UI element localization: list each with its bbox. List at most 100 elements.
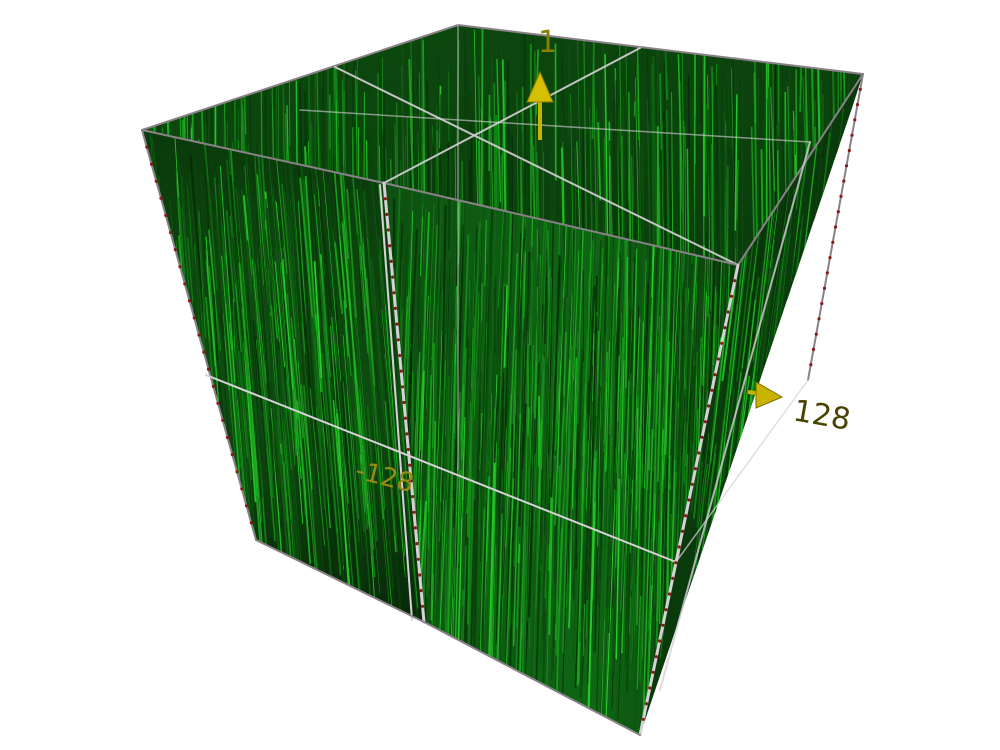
volume-strand <box>362 213 387 496</box>
volume-strand <box>758 71 762 147</box>
volume-strand <box>394 35 396 137</box>
volume-strand <box>721 492 727 557</box>
volume-strand <box>781 291 804 478</box>
volume-strand <box>703 43 706 217</box>
volume-strand <box>142 306 153 419</box>
volume-strand <box>386 67 389 152</box>
volume-strand <box>537 419 543 503</box>
tick-mark <box>178 265 182 269</box>
volume-strand <box>505 252 519 548</box>
tick-mark <box>419 589 423 593</box>
volume-strand <box>351 67 354 171</box>
volume-strand <box>548 197 555 455</box>
volume-strand <box>187 352 198 441</box>
volume-strand <box>408 59 415 194</box>
volume-strand <box>328 419 347 607</box>
volume-strand <box>366 405 378 541</box>
volume-strand <box>615 80 619 265</box>
volume-strand <box>555 465 561 656</box>
volume-strand <box>698 269 702 388</box>
volume-strand <box>154 383 176 622</box>
volume-strand <box>691 253 698 330</box>
volume-strand <box>532 319 539 505</box>
volume-strand <box>367 353 378 448</box>
volume-strand <box>146 258 166 529</box>
volume-strand <box>405 290 411 438</box>
volume-strand <box>200 171 218 357</box>
volume-strand <box>194 380 221 622</box>
tick-mark <box>697 451 701 455</box>
volume-strand <box>631 155 636 265</box>
volume-strand <box>213 149 227 304</box>
volume-strand <box>266 136 290 391</box>
tick-mark <box>710 388 714 392</box>
tick-mark <box>811 347 816 351</box>
volume-strand <box>495 288 502 545</box>
volume-strand <box>339 151 363 405</box>
tick-mark <box>240 487 244 491</box>
tick-mark <box>385 212 389 216</box>
tick-mark <box>833 225 838 229</box>
volume-strand <box>143 215 154 364</box>
volume-strand <box>252 378 260 449</box>
volume-strand <box>722 112 728 180</box>
volume-strand <box>746 400 787 710</box>
volume-strand <box>266 208 280 350</box>
volume-strand <box>525 143 529 265</box>
tick-mark <box>836 210 840 214</box>
volume-strand <box>163 349 177 515</box>
volume-strand <box>642 297 653 476</box>
z-axis-arrow[interactable] <box>526 70 554 140</box>
volume-strand <box>586 285 596 443</box>
tick-mark <box>707 404 711 408</box>
volume-strand <box>366 278 376 386</box>
volume-strand <box>417 253 420 385</box>
tick-mark <box>644 702 649 706</box>
volume-strand <box>573 332 578 481</box>
volume-strand <box>150 203 169 385</box>
volume-strand <box>657 207 668 523</box>
volume-strand <box>297 201 307 323</box>
volume-strand <box>753 72 760 265</box>
volume-strand <box>756 409 767 490</box>
volume-strand <box>356 234 364 335</box>
volume-strand <box>147 266 168 505</box>
volume-strand <box>142 204 164 494</box>
volume-strand <box>822 171 841 290</box>
volume-strand <box>620 136 625 231</box>
volume-strand <box>654 423 658 567</box>
volume-strand <box>308 198 334 503</box>
volume-strand <box>844 167 861 307</box>
tick-mark <box>844 164 849 168</box>
tick-mark <box>654 655 658 659</box>
tick-mark <box>402 400 406 405</box>
x-axis-arrow[interactable] <box>747 381 784 409</box>
volume-strand <box>520 131 525 216</box>
volume-strand <box>433 423 441 574</box>
volume-strand <box>499 459 505 699</box>
volume-strand <box>775 354 794 507</box>
tick-mark <box>671 576 675 580</box>
volume-strand <box>431 330 443 641</box>
volume-strand <box>332 229 344 315</box>
volume-strand <box>309 171 334 461</box>
volume-strand <box>650 471 655 539</box>
tick-mark <box>726 310 730 314</box>
volume-strand <box>562 345 573 654</box>
volume-strand <box>705 104 708 172</box>
tick-mark <box>828 256 832 260</box>
volume-strand <box>809 406 851 717</box>
volume-strand <box>650 64 657 265</box>
volume-strand <box>707 136 713 265</box>
volume-strand <box>142 372 164 622</box>
volume-strand <box>440 220 450 532</box>
volume-strand <box>694 463 709 580</box>
volume-strand <box>274 261 286 368</box>
volume-strand <box>597 386 602 473</box>
volume-strand <box>147 394 171 622</box>
volume-strand <box>237 187 252 321</box>
volume-strand <box>786 462 802 595</box>
volume-strand <box>680 329 690 512</box>
volume-strand <box>609 361 613 495</box>
